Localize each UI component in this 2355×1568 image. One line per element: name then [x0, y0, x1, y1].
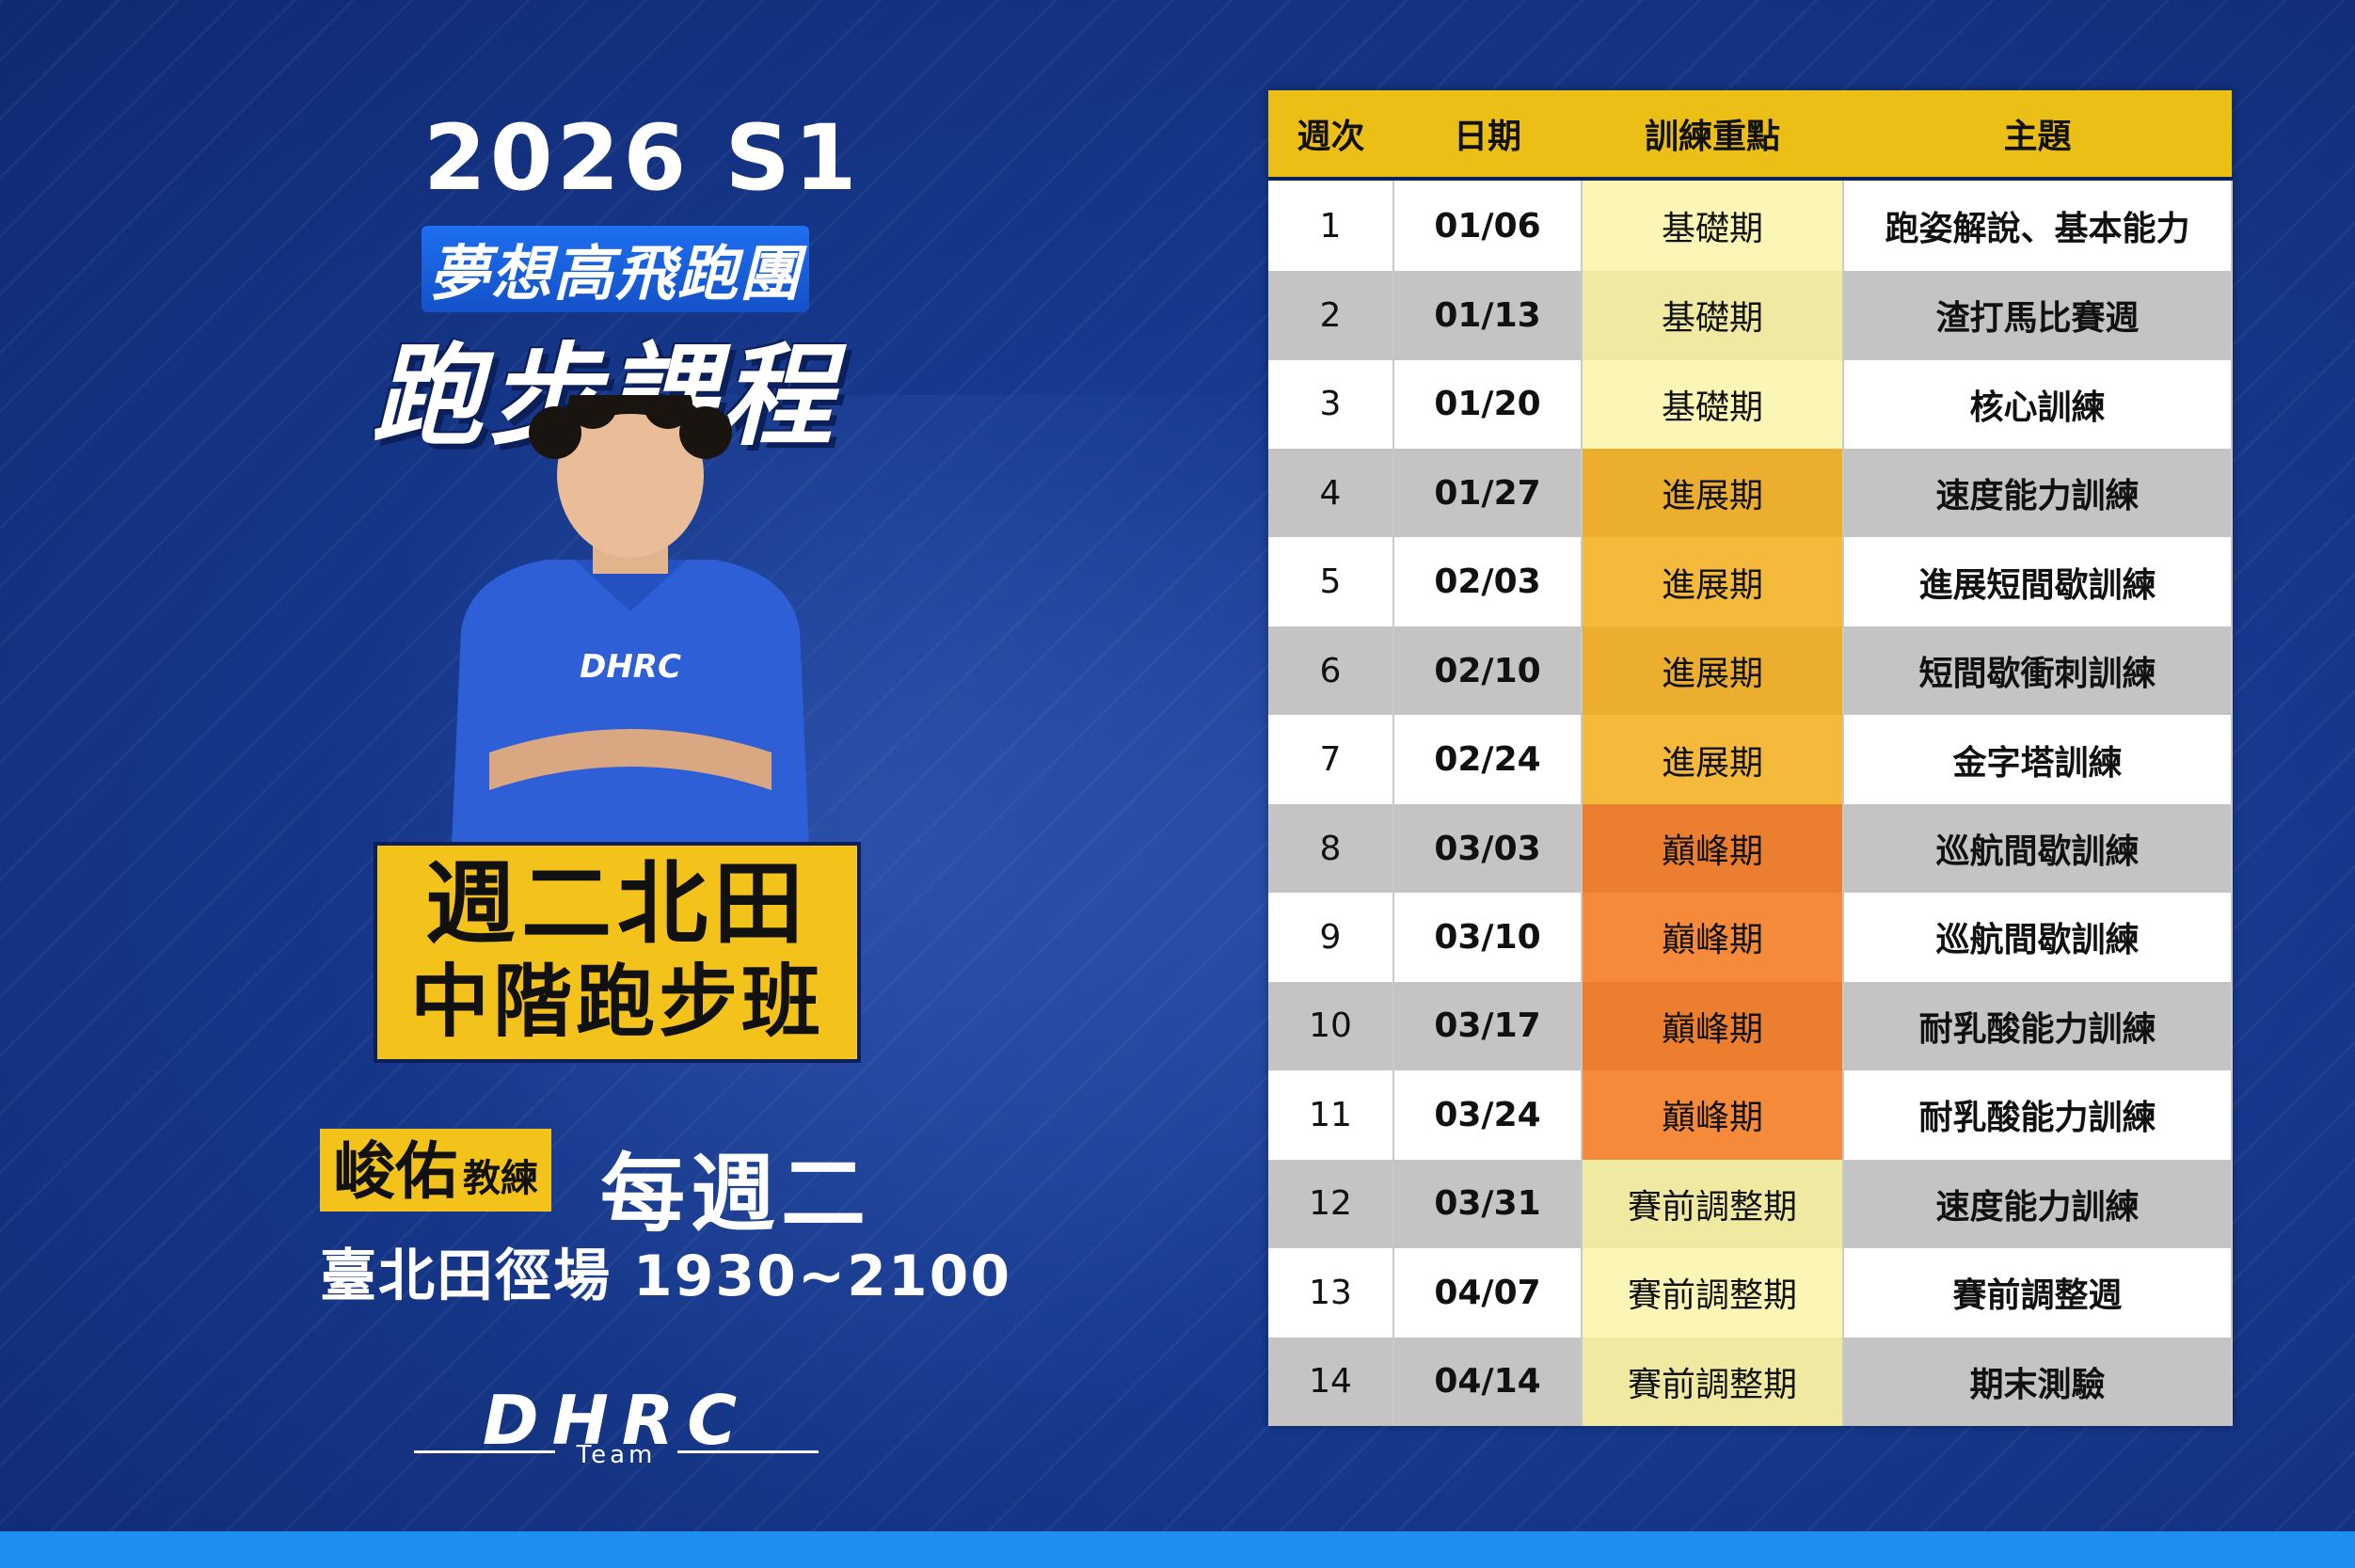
topic-cell: 賽前調整週 [1843, 1248, 2233, 1338]
phase-cell: 巔峰期 [1582, 893, 1844, 982]
date-cell: 03/17 [1393, 981, 1583, 1071]
coach-name: 峻佑 [333, 1135, 457, 1208]
venue-time: 臺北田徑場 1930~2100 [320, 1243, 1012, 1309]
svg-text:DHRC: DHRC [580, 648, 681, 686]
date-cell: 04/14 [1393, 1337, 1583, 1426]
topic-cell: 短間歇衝刺訓練 [1843, 626, 2233, 716]
week-cell: 1 [1268, 179, 1394, 272]
week-cell: 5 [1268, 537, 1394, 626]
table-row: 2 01/13 基礎期 渣打馬比賽週 [1268, 271, 2233, 360]
class-location: 週二北田 [425, 851, 809, 957]
date-cell: 03/03 [1393, 803, 1583, 894]
table-row: 12 03/31 賽前調整期 速度能力訓練 [1268, 1159, 2233, 1249]
date-cell: 04/07 [1393, 1248, 1583, 1338]
schedule-table: 週次 日期 訓練重點 主題 1 01/06 基礎期 跑姿解說、基本能力 2 01/13 基礎… [1268, 90, 2233, 1426]
coach-portrait: DHRC [452, 395, 809, 847]
date-cell: 02/24 [1393, 715, 1583, 804]
week-cell: 8 [1268, 803, 1394, 894]
week-cell: 2 [1268, 271, 1394, 360]
table-row: 4 01/27 進展期 速度能力訓練 [1268, 448, 2233, 538]
phase-cell: 巔峰期 [1582, 1070, 1844, 1160]
topic-cell: 速度能力訓練 [1843, 448, 2233, 538]
phase-cell: 賽前調整期 [1582, 1248, 1844, 1338]
season-title: 2026 S1 [423, 105, 861, 211]
week-cell: 11 [1268, 1070, 1394, 1160]
table-row: 14 04/14 賽前調整期 期末測驗 [1268, 1337, 2233, 1426]
table-row: 9 03/10 巔峰期 巡航間歇訓練 [1268, 893, 2233, 982]
phase-cell: 巔峰期 [1582, 803, 1844, 894]
table-row: 6 02/10 進展期 短間歇衝刺訓練 [1268, 626, 2233, 716]
logo-sub: Team [576, 1441, 657, 1469]
phase-cell: 進展期 [1582, 626, 1844, 716]
date-cell: 02/10 [1393, 626, 1583, 716]
week-cell: 6 [1268, 626, 1394, 716]
date-cell: 03/10 [1393, 893, 1583, 982]
topic-cell: 耐乳酸能力訓練 [1843, 981, 2233, 1071]
date-cell: 02/03 [1393, 537, 1583, 626]
header-date: 日期 [1393, 90, 1582, 181]
header-week: 週次 [1268, 90, 1393, 181]
week-cell: 14 [1268, 1337, 1394, 1426]
week-cell: 12 [1268, 1159, 1394, 1249]
table-row: 13 04/07 賽前調整期 賽前調整週 [1268, 1248, 2233, 1338]
date-cell: 01/06 [1393, 179, 1583, 272]
topic-cell: 速度能力訓練 [1843, 1159, 2233, 1249]
date-cell: 03/31 [1393, 1159, 1583, 1249]
week-cell: 3 [1268, 359, 1394, 449]
phase-cell: 賽前調整期 [1582, 1159, 1844, 1249]
logo-brand: DHRC [482, 1381, 751, 1460]
header-phase: 訓練重點 [1582, 90, 1843, 181]
topic-cell: 進展短間歇訓練 [1843, 537, 2233, 626]
table-row: 11 03/24 巔峰期 耐乳酸能力訓練 [1268, 1070, 2233, 1160]
table-row: 8 03/03 巔峰期 巡航間歇訓練 [1268, 803, 2233, 894]
topic-cell: 耐乳酸能力訓練 [1843, 1070, 2233, 1160]
date-cell: 01/13 [1393, 271, 1583, 360]
table-row: 7 02/24 進展期 金字塔訓練 [1268, 715, 2233, 804]
phase-cell: 進展期 [1582, 715, 1844, 804]
week-cell: 7 [1268, 715, 1394, 804]
logo-line-right [677, 1450, 819, 1453]
coach-tag: 峻佑 教練 [320, 1129, 551, 1212]
topic-cell: 巡航間歇訓練 [1843, 893, 2233, 982]
date-cell: 03/24 [1393, 1070, 1583, 1160]
coach-title: 教練 [463, 1157, 538, 1200]
topic-cell: 跑姿解說、基本能力 [1843, 179, 2233, 272]
week-cell: 4 [1268, 448, 1394, 538]
table-row: 1 01/06 基礎期 跑姿解說、基本能力 [1268, 179, 2233, 272]
date-cell: 01/20 [1393, 359, 1583, 449]
phase-cell: 基礎期 [1582, 359, 1844, 449]
club-name: 夢想高飛跑團 [422, 226, 809, 312]
phase-cell: 巔峰期 [1582, 981, 1844, 1071]
topic-cell: 金字塔訓練 [1843, 715, 2233, 804]
table-row: 5 02/03 進展期 進展短間歇訓練 [1268, 537, 2233, 626]
week-cell: 9 [1268, 893, 1394, 982]
table-header-row: 週次 日期 訓練重點 主題 [1268, 90, 2232, 181]
topic-cell: 渣打馬比賽週 [1843, 271, 2233, 360]
table-row: 10 03/17 巔峰期 耐乳酸能力訓練 [1268, 981, 2233, 1071]
phase-cell: 基礎期 [1582, 271, 1844, 360]
header-topic: 主題 [1843, 90, 2232, 181]
phase-cell: 賽前調整期 [1582, 1337, 1844, 1426]
class-level: 中階跑步班 [409, 956, 824, 1048]
topic-cell: 巡航間歇訓練 [1843, 803, 2233, 894]
bottom-bar [0, 1531, 2355, 1568]
class-weekday: 每週二 [600, 1145, 871, 1243]
phase-cell: 進展期 [1582, 537, 1844, 626]
week-cell: 13 [1268, 1248, 1394, 1338]
phase-cell: 進展期 [1582, 448, 1844, 538]
week-cell: 10 [1268, 981, 1394, 1071]
date-cell: 01/27 [1393, 448, 1583, 538]
class-name-box: 週二北田 中階跑步班 [374, 842, 861, 1063]
table-row: 3 01/20 基礎期 核心訓練 [1268, 359, 2233, 449]
logo-line-left [414, 1450, 555, 1453]
topic-cell: 期末測驗 [1843, 1337, 2233, 1426]
dhrc-logo: DHRC Team [414, 1383, 819, 1477]
phase-cell: 基礎期 [1582, 179, 1844, 272]
topic-cell: 核心訓練 [1843, 359, 2233, 449]
